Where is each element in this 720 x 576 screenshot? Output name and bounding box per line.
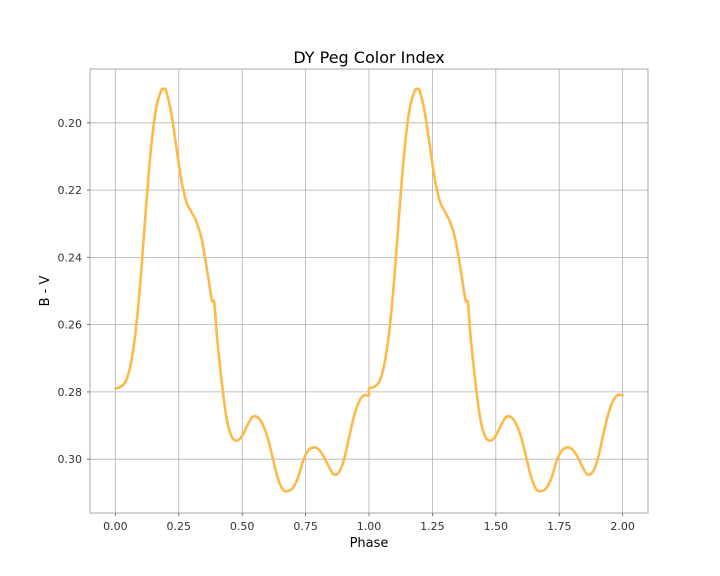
ticks: 0.00 0.25 0.50 0.75 1.00 1.25 1.50 1.75 2.00 0.20… [58, 117, 635, 533]
chart-title: DY Peg Color Index [293, 48, 444, 67]
x-tick-label: 2.00 [610, 520, 635, 533]
x-tick-label: 1.75 [547, 520, 572, 533]
x-tick-label: 1.25 [420, 520, 445, 533]
y-tick-label: 0.28 [58, 386, 83, 399]
x-tick-label: 0.25 [167, 520, 192, 533]
y-axis-label: B - V [38, 276, 53, 307]
x-tick-label: 0.75 [293, 520, 318, 533]
y-tick-label: 0.24 [58, 251, 83, 264]
y-tick-label: 0.26 [58, 319, 83, 332]
x-tick-label: 0.50 [230, 520, 255, 533]
y-tick-label: 0.30 [58, 453, 83, 466]
x-tick-label: 1.00 [357, 520, 382, 533]
x-tick-label: 1.50 [484, 520, 509, 533]
y-tick-label: 0.22 [58, 184, 83, 197]
y-tick-label: 0.20 [58, 117, 83, 130]
x-axis-label: Phase [350, 536, 389, 551]
series-line-0 [114, 87, 624, 493]
series-group [114, 87, 624, 493]
x-tick-label: 0.00 [103, 520, 128, 533]
